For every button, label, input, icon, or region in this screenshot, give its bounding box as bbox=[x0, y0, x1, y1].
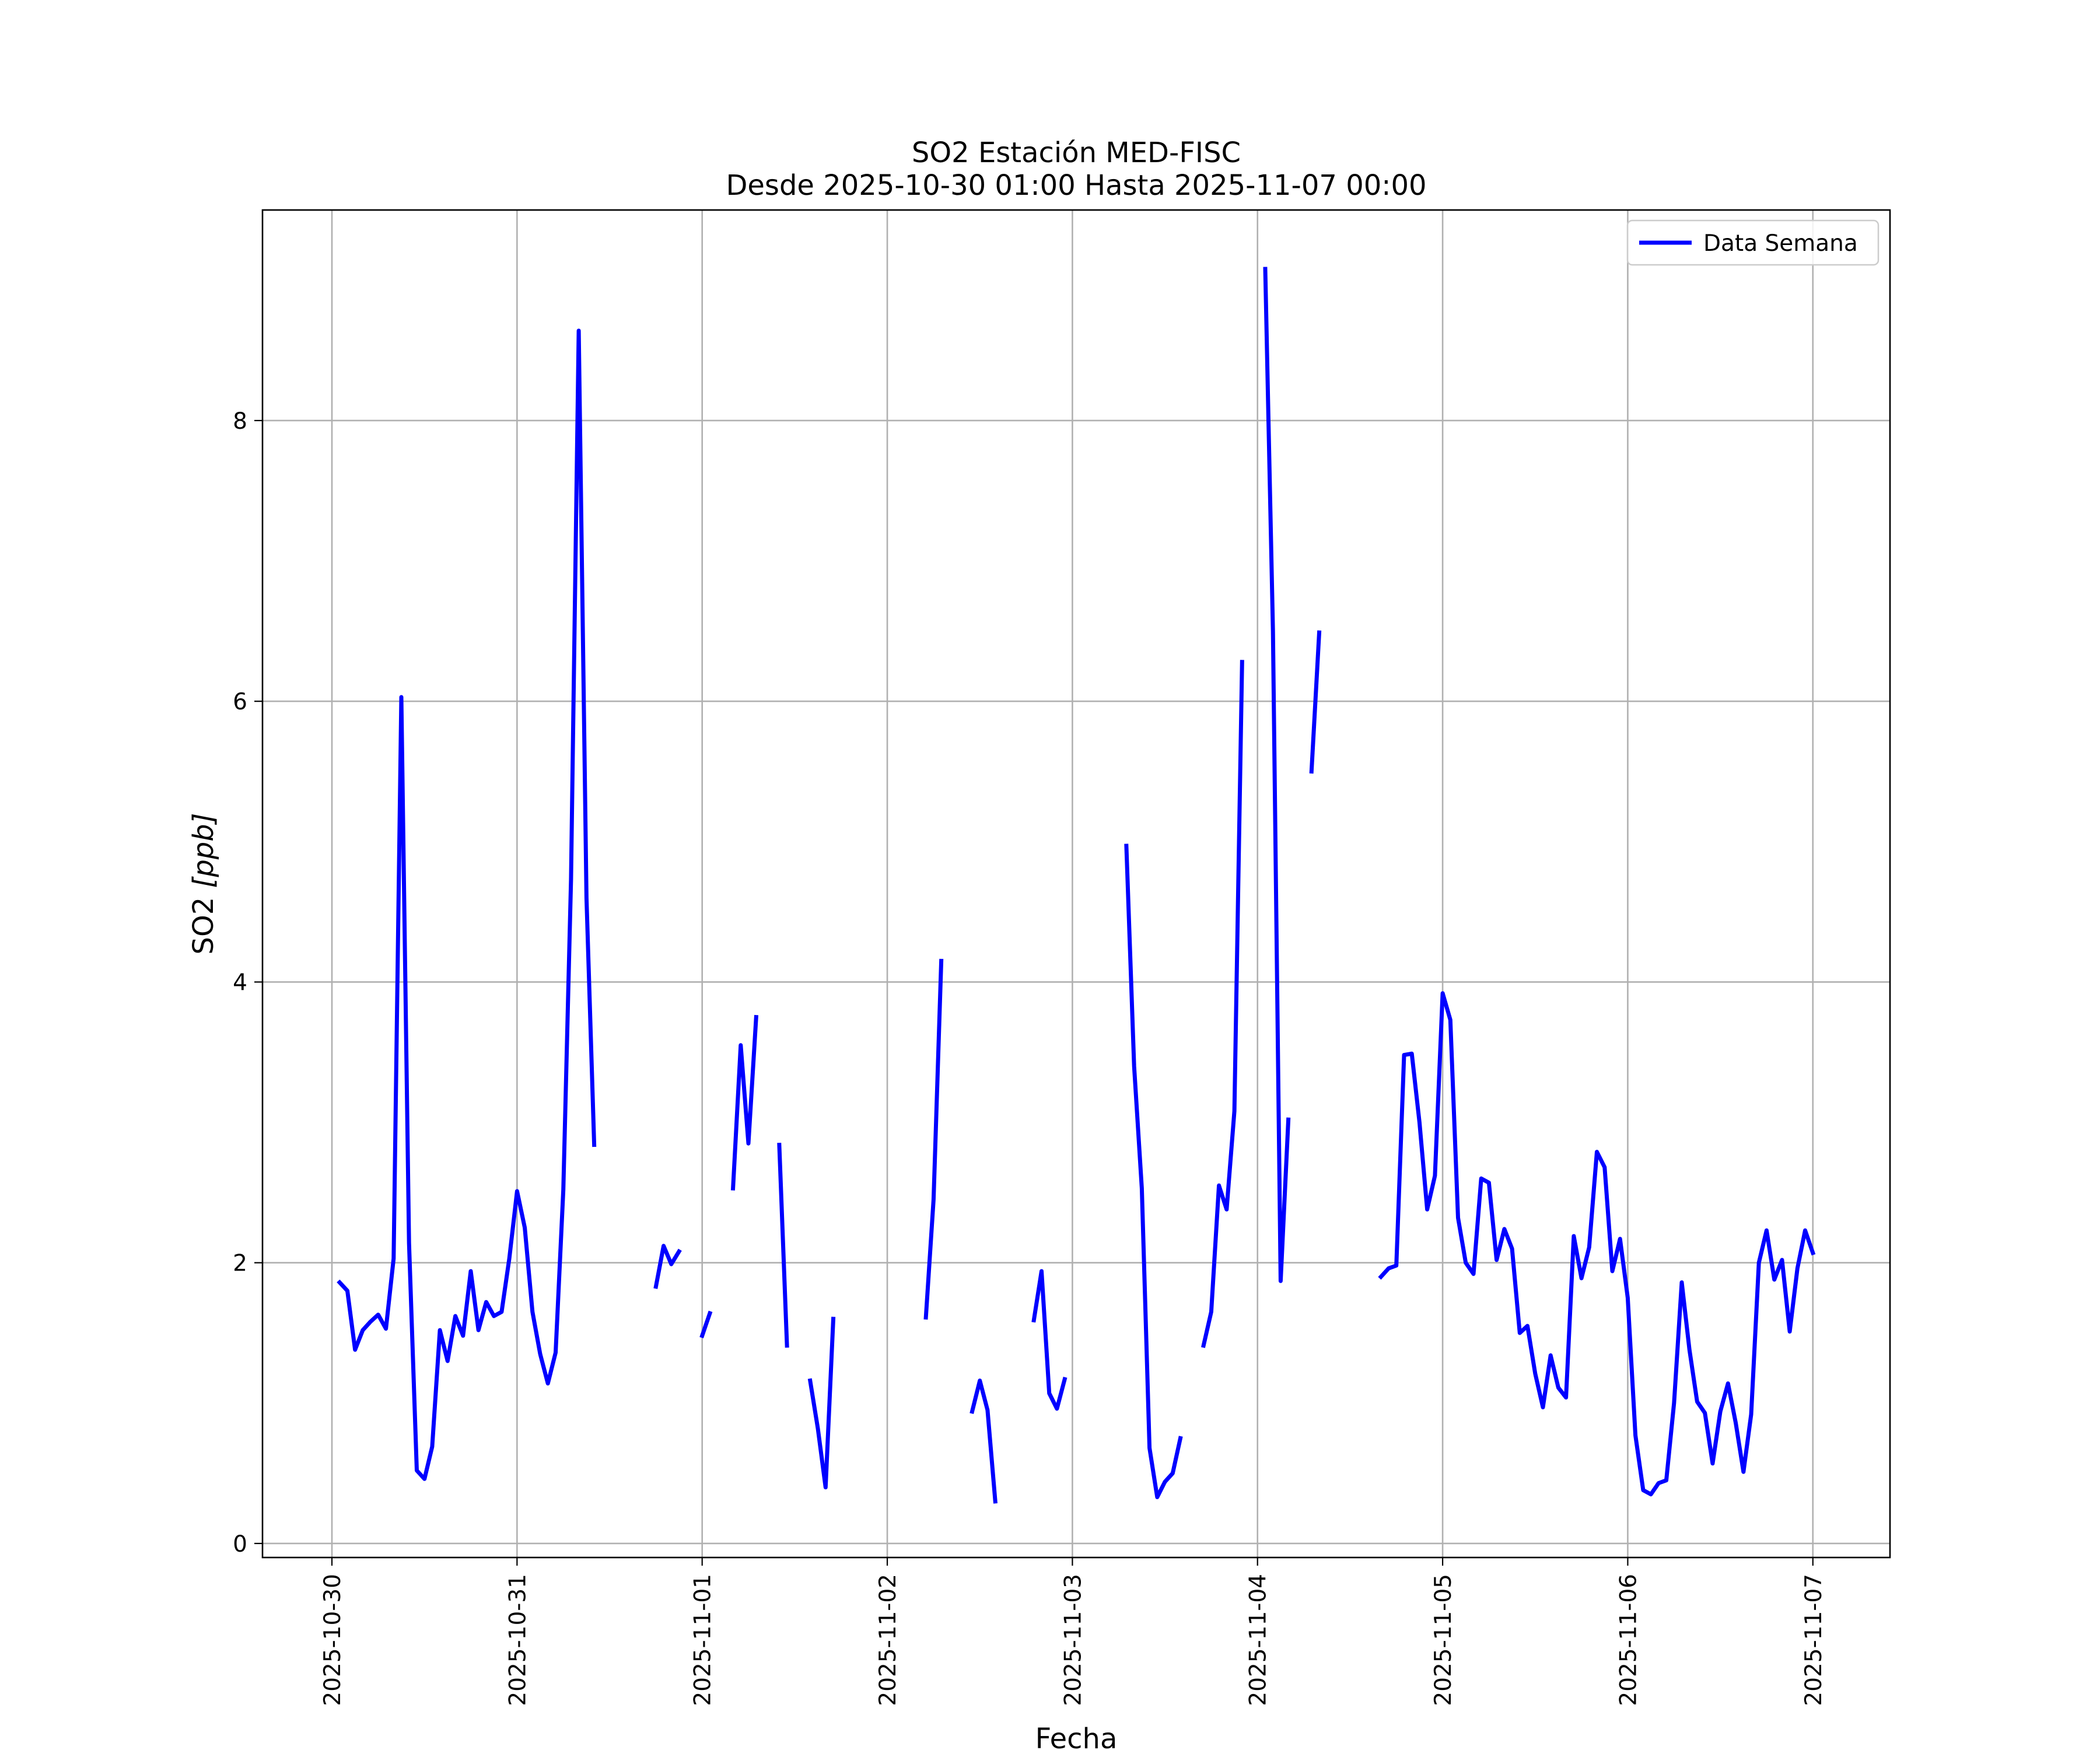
x-tick-label: 2025-11-01 bbox=[690, 1574, 716, 1706]
series-line-segment bbox=[1309, 630, 1322, 774]
plot-area-frame bbox=[261, 209, 1891, 1559]
series-line-segment bbox=[1124, 844, 1183, 1499]
axis-ticks: 2025-10-30 2025-10-31 2025-11-01 2025-11-02… bbox=[233, 408, 1827, 1706]
y-tick-label: 0 bbox=[233, 1531, 247, 1558]
series-line-segment bbox=[337, 328, 597, 1481]
x-tick-label: 2025-11-03 bbox=[1060, 1574, 1086, 1706]
chart-subtitle: Desde 2025-10-30 01:00 Hasta 2025-11-07 … bbox=[726, 169, 1426, 202]
y-axis-label: SO2 [ppb] bbox=[187, 813, 220, 955]
series-layer bbox=[337, 267, 1816, 1504]
chart-title: SO2 Estación MED-FISC bbox=[912, 136, 1241, 169]
x-tick-label: 2025-10-31 bbox=[505, 1574, 531, 1706]
x-tick-label: 2025-11-02 bbox=[875, 1574, 901, 1706]
y-axis-label-main: SO2 bbox=[187, 897, 220, 955]
x-tick-label: 2025-11-05 bbox=[1430, 1574, 1457, 1706]
legend-box bbox=[1626, 219, 1880, 266]
y-tick-label: 6 bbox=[233, 689, 247, 715]
grid bbox=[262, 210, 1890, 1558]
x-tick-label: 2025-11-07 bbox=[1801, 1574, 1827, 1706]
x-tick-label: 2025-11-04 bbox=[1245, 1574, 1272, 1706]
series-line-segment bbox=[807, 1317, 836, 1490]
series-line-segment bbox=[653, 1244, 682, 1289]
series-line-segment bbox=[730, 1014, 759, 1191]
x-tick-label: 2025-10-30 bbox=[320, 1574, 346, 1706]
x-axis-label: Fecha bbox=[1035, 1723, 1118, 1750]
legend-label-data-semana: Data Semana bbox=[1703, 230, 1858, 257]
y-tick-label: 2 bbox=[233, 1251, 247, 1277]
x-tick-label: 2025-11-06 bbox=[1615, 1574, 1642, 1706]
series-line-segment bbox=[1378, 991, 1816, 1497]
y-tick-label: 8 bbox=[233, 408, 247, 435]
series-line-segment bbox=[970, 1378, 998, 1504]
series-line-segment bbox=[1201, 660, 1244, 1348]
legend: Data Semana bbox=[1626, 219, 1880, 266]
series-line-segment bbox=[923, 958, 944, 1320]
series-line-segment bbox=[1263, 267, 1291, 1283]
y-tick-label: 4 bbox=[233, 970, 247, 996]
series-line-segment bbox=[777, 1142, 789, 1348]
series-line-segment bbox=[1031, 1269, 1068, 1411]
series-line-segment bbox=[699, 1310, 713, 1339]
y-axis-label-unit: [ppb] bbox=[187, 813, 220, 888]
